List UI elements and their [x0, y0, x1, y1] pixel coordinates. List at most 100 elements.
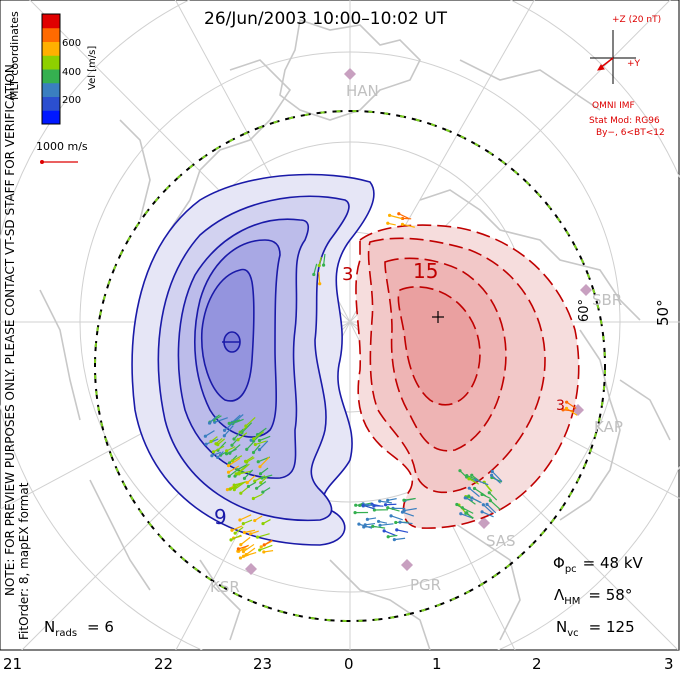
colorbar-segment — [42, 55, 60, 70]
velocity-vector — [398, 213, 409, 219]
velocity-vector — [379, 500, 392, 504]
velocity-vector — [215, 437, 223, 445]
heppner-maynard-boundary — [94, 110, 606, 622]
velocity-vector — [466, 475, 476, 480]
velocity-vector — [471, 497, 482, 504]
velocity-vector — [465, 512, 474, 519]
velocity-vector-origin — [394, 520, 398, 525]
velocity-vector — [235, 414, 244, 422]
n-rads-stat: Nrads = 6 — [44, 618, 114, 639]
velocity-vector — [246, 475, 256, 484]
velocity-vector — [456, 504, 466, 511]
velocity-vector — [232, 418, 244, 425]
velocity-vector — [217, 451, 224, 458]
contour-label-positive-a: 15 — [413, 259, 438, 283]
station-label-sbr: SBR — [592, 291, 622, 309]
velocity-vector — [230, 482, 244, 490]
velocity-vector — [372, 525, 386, 529]
phi-pc-stat: Φpc = 48 kV — [553, 554, 644, 575]
velocity-vector — [389, 214, 403, 220]
velocity-vector — [566, 407, 578, 416]
negative-potential-cell — [131, 173, 375, 546]
mlt-tick-2: 2 — [532, 655, 542, 673]
velocity-vector — [246, 442, 254, 450]
velocity-vector — [243, 519, 253, 525]
velocity-vector — [260, 476, 268, 484]
pole-marker — [432, 311, 444, 323]
velocity-vector — [396, 529, 409, 533]
velocity-vector — [226, 448, 237, 455]
velocity-vector — [322, 253, 326, 266]
imf-z-label: +Z (20 nT) — [612, 15, 661, 25]
velocity-vector — [387, 507, 400, 512]
velocity-vector — [394, 537, 406, 541]
colorbar-tick-200: 200 — [62, 95, 81, 106]
latitude-label-50: 50° — [654, 299, 672, 326]
velocity-vector — [474, 487, 487, 497]
velocity-vector — [237, 432, 248, 441]
velocity-vector — [263, 539, 273, 546]
map-title: 26/Jun/2003 10:00–10:02 UT — [204, 9, 448, 29]
velocity-vector — [388, 534, 398, 538]
lambda-hm-stat: ΛHM = 58° — [554, 586, 632, 607]
velocity-vector — [211, 451, 222, 457]
velocity-vector — [468, 487, 480, 498]
velocity-vector — [230, 534, 242, 541]
positive-potential-cell — [355, 224, 580, 529]
velocity-vector — [566, 401, 577, 410]
velocity-vector — [486, 503, 497, 514]
velocity-vector — [224, 421, 235, 431]
station-label-sas: SAS — [486, 532, 516, 550]
velocity-vector — [213, 445, 225, 453]
velocity-vector — [259, 544, 273, 551]
velocity-vector — [387, 222, 396, 226]
velocity-vector — [223, 425, 234, 437]
imf-clock — [590, 30, 636, 84]
velocity-vector — [261, 474, 273, 479]
colorbar-segment — [42, 14, 60, 29]
velocity-vector — [244, 469, 254, 479]
velocity-vector — [217, 438, 225, 446]
imf-model-params: By−, 6<BT<12 — [596, 128, 665, 138]
velocity-vector — [238, 470, 252, 475]
station-label-han: HAN — [346, 82, 379, 100]
velocity-vector — [253, 431, 265, 440]
velocity-vector — [259, 435, 271, 442]
colorbar-segment — [42, 69, 60, 84]
velocity-vector — [379, 523, 394, 526]
velocity-vector — [491, 474, 502, 484]
velocity-vector — [254, 515, 263, 522]
velocity-vector — [239, 514, 252, 521]
velocity-vector — [228, 469, 238, 477]
velocity-vector — [233, 428, 244, 440]
velocity-vector — [403, 497, 416, 501]
velocity-vector — [213, 415, 222, 421]
velocity-vector — [563, 409, 574, 412]
fit-order-note: FitOrder: 8, mapEX format — [17, 482, 31, 640]
velocity-vector — [385, 503, 397, 506]
velocity-vector — [404, 507, 417, 512]
velocity-vector — [240, 536, 251, 546]
velocity-vector — [244, 529, 256, 534]
contour-label-positive-c: 3 — [556, 398, 565, 414]
velocity-vector — [228, 465, 240, 473]
velocity-vector — [229, 419, 241, 424]
velocity-vector — [226, 446, 236, 452]
mlt-tick-21: 21 — [3, 655, 22, 673]
velocity-vector-origin — [378, 523, 382, 527]
velocity-vector — [254, 475, 266, 482]
velocity-vector — [491, 471, 503, 482]
colorbar-tick-600: 600 — [62, 38, 81, 49]
colorbar-segment — [42, 41, 60, 56]
velocity-vector — [256, 481, 267, 489]
velocity-vector — [237, 548, 247, 552]
velocity-vector — [318, 256, 322, 266]
velocity-vector — [371, 503, 381, 507]
velocity-vector — [237, 463, 248, 471]
velocity-vector — [489, 500, 501, 511]
velocity-vector — [231, 525, 243, 531]
mlt-tick-3: 3 — [664, 655, 674, 673]
station-label-kap: KAP — [594, 418, 623, 436]
velocity-vector — [465, 497, 474, 502]
